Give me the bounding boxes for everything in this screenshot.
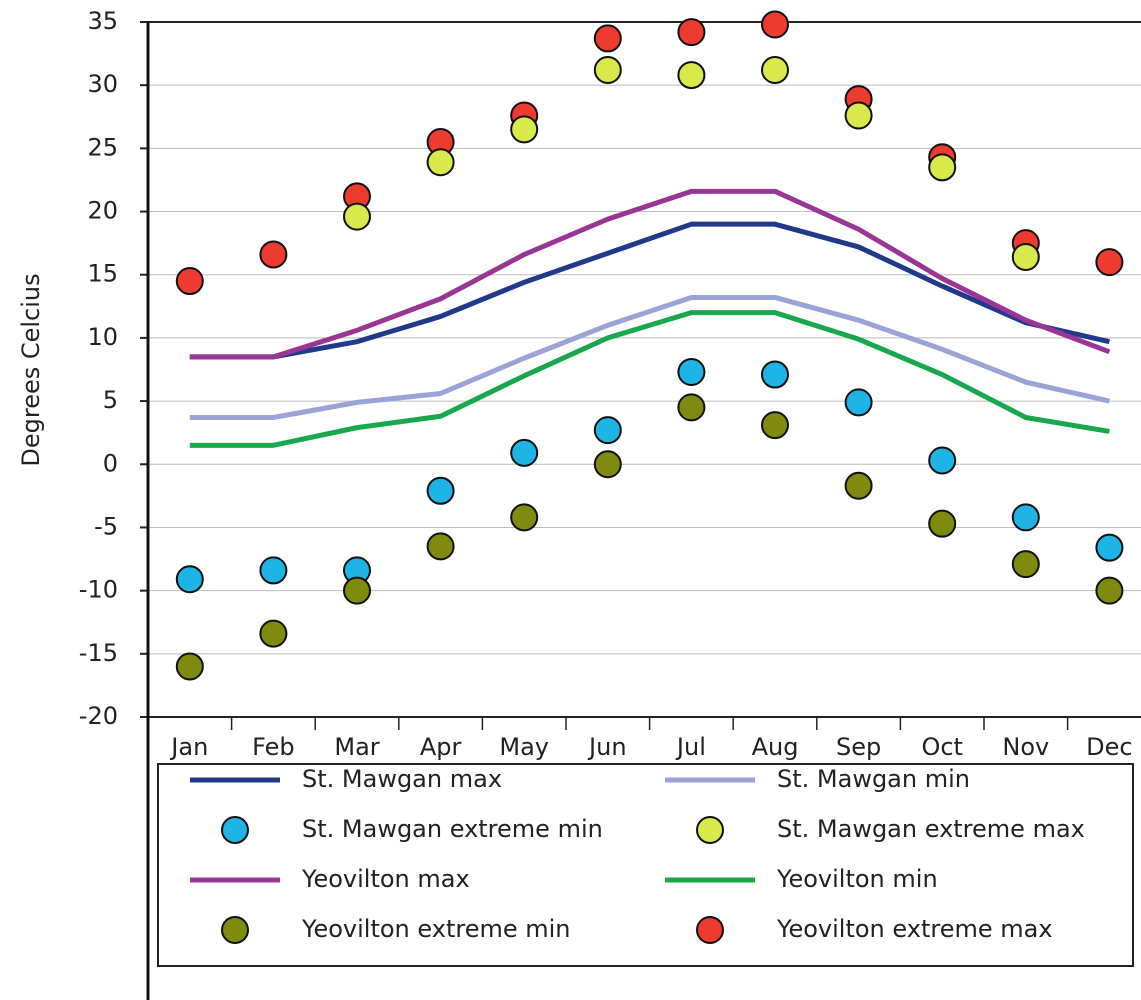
dot xyxy=(1011,550,1040,579)
dot xyxy=(175,652,204,681)
dot xyxy=(426,148,455,177)
dot xyxy=(677,358,706,387)
legend-label: Yeovilton extreme max xyxy=(776,915,1053,943)
x-tick-label: Nov xyxy=(1002,733,1049,761)
line xyxy=(189,188,1111,360)
dot xyxy=(844,388,873,417)
dot xyxy=(593,24,622,53)
dot xyxy=(259,619,288,648)
x-tick-label: Feb xyxy=(252,733,295,761)
y-tick-label: -10 xyxy=(79,576,118,604)
dot xyxy=(175,267,204,296)
dot xyxy=(928,509,957,538)
y-tick-label: 30 xyxy=(87,70,118,98)
y-tick-label: -5 xyxy=(94,512,118,540)
dot xyxy=(677,18,706,47)
legend-box xyxy=(157,763,1134,967)
line xyxy=(189,294,1110,421)
dot xyxy=(593,416,622,445)
x-tick-label: Jun xyxy=(587,733,627,761)
dot xyxy=(1095,533,1124,562)
x-tick-label: May xyxy=(499,733,549,761)
dot xyxy=(928,153,957,182)
dot xyxy=(677,393,706,422)
legend-label: St. Mawgan extreme min xyxy=(302,815,603,843)
legend-label: St. Mawgan min xyxy=(777,765,970,793)
y-tick-label: 15 xyxy=(87,260,118,288)
legend-swatch xyxy=(696,816,724,844)
dot xyxy=(593,450,622,479)
dot xyxy=(426,532,455,561)
y-tick-label: 10 xyxy=(87,323,118,351)
dot xyxy=(1095,576,1124,605)
line xyxy=(189,221,1110,360)
y-tick-label: 0 xyxy=(103,449,118,477)
legend-swatch xyxy=(221,916,249,944)
line xyxy=(189,310,1110,448)
y-tick-label: 25 xyxy=(87,133,118,161)
legend-swatch xyxy=(221,816,249,844)
legend-label: Yeovilton extreme min xyxy=(301,915,571,943)
dot xyxy=(761,10,789,39)
x-tick-label: Aug xyxy=(752,733,799,761)
dot xyxy=(677,61,706,90)
legend-label: Yeovilton min xyxy=(776,865,938,893)
dot xyxy=(844,471,873,500)
dot xyxy=(426,476,455,505)
dot xyxy=(343,202,371,231)
y-tick-label: 35 xyxy=(87,7,118,35)
dot xyxy=(510,438,539,467)
x-tick-label: Oct xyxy=(921,733,963,761)
dot xyxy=(593,56,622,85)
legend-label: St. Mawgan extreme max xyxy=(777,815,1085,843)
x-tick-label: Jan xyxy=(169,733,208,761)
y-tick-label: -20 xyxy=(79,702,118,730)
dot xyxy=(761,56,789,85)
legend-label: Yeovilton max xyxy=(301,865,470,893)
dot xyxy=(343,576,371,605)
dot xyxy=(928,446,957,475)
dot xyxy=(259,556,288,585)
dot xyxy=(175,565,204,594)
y-axis-label: Degrees Celcius xyxy=(17,273,45,466)
x-tick-label: Sep xyxy=(836,733,881,761)
dot xyxy=(510,503,539,532)
x-tick-label: Dec xyxy=(1086,733,1132,761)
dot xyxy=(1011,503,1040,532)
dot xyxy=(1095,248,1124,277)
dot xyxy=(844,101,873,130)
dot xyxy=(510,115,539,144)
dot xyxy=(1011,243,1040,272)
x-tick-label: Jul xyxy=(675,733,706,761)
legend-swatch xyxy=(696,916,724,944)
dot xyxy=(259,240,288,269)
y-tick-label: 5 xyxy=(103,386,118,414)
dot xyxy=(761,360,789,389)
x-tick-label: Mar xyxy=(334,733,379,761)
legend-label: St. Mawgan max xyxy=(302,765,502,793)
y-tick-label: -15 xyxy=(79,639,118,667)
y-tick-label: 20 xyxy=(87,197,118,225)
dot xyxy=(761,411,789,440)
x-tick-label: Apr xyxy=(420,733,462,761)
